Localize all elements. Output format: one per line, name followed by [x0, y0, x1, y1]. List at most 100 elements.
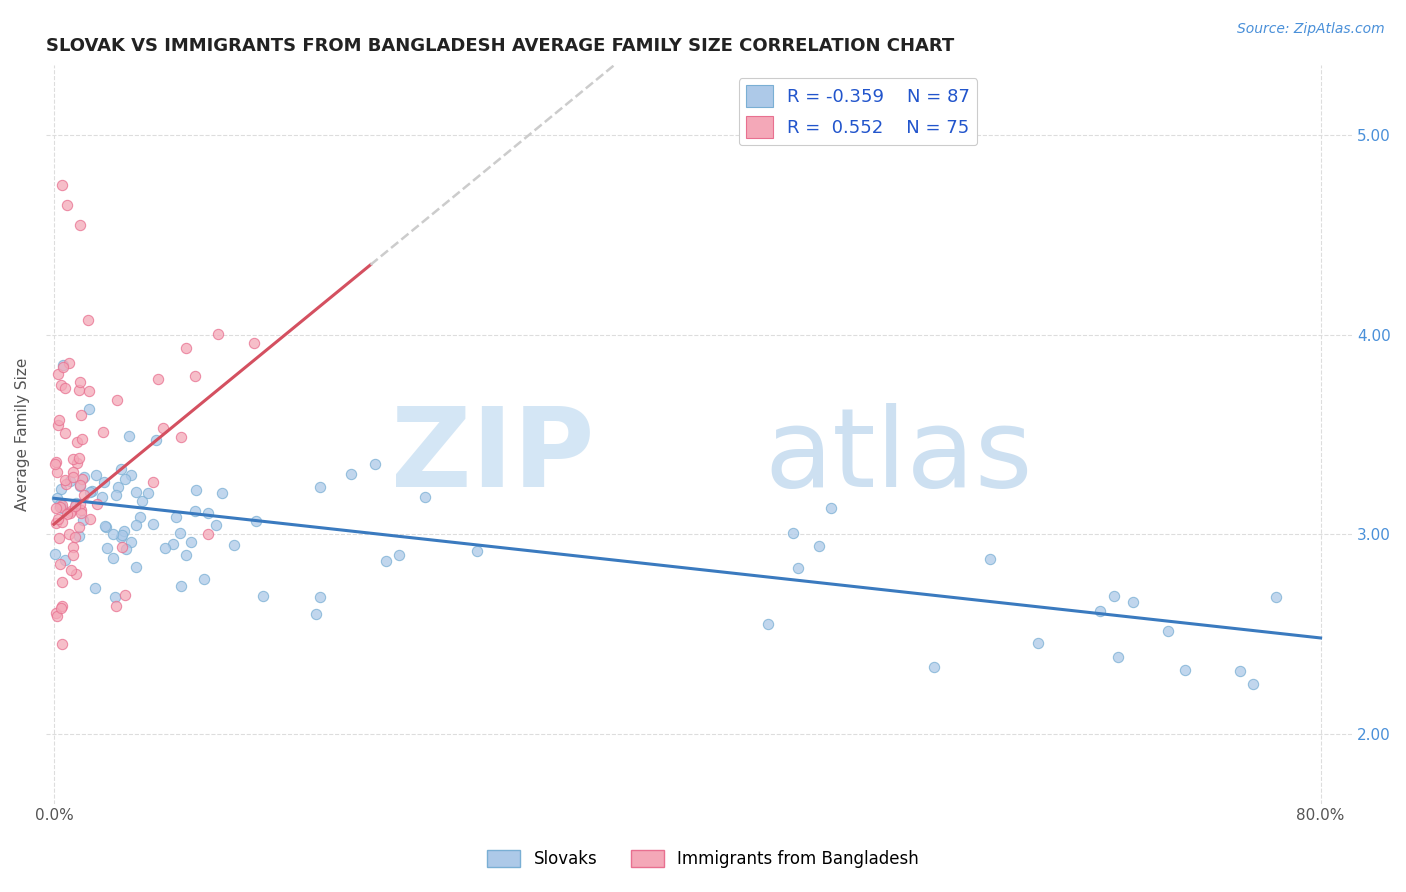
Point [107, 480, 129, 494]
Point [807, 539, 830, 553]
Point [62, 548, 84, 562]
Point [174, 341, 197, 355]
Point [51, 482, 73, 496]
Point [1107, 650, 1129, 665]
Point [118, 429, 141, 443]
Point [125, 560, 148, 574]
Point [49, 601, 72, 615]
Point [70, 502, 93, 516]
Point [197, 506, 219, 520]
Point [388, 548, 411, 562]
Point [1174, 663, 1197, 677]
Point [59, 563, 82, 577]
Point [48, 413, 70, 427]
Point [165, 509, 187, 524]
Point [169, 526, 191, 541]
Point [48, 367, 70, 381]
Point [91, 425, 114, 440]
Point [67, 451, 90, 466]
Point [45, 465, 67, 479]
Point [84, 467, 107, 482]
Point [105, 393, 128, 408]
Point [112, 524, 135, 538]
Point [79, 485, 101, 500]
Point [73, 488, 96, 502]
Point [44, 547, 66, 561]
Point [142, 516, 165, 531]
Point [93, 475, 115, 489]
Point [69, 497, 91, 511]
Point [245, 514, 267, 528]
Point [48, 418, 70, 433]
Point [67, 519, 90, 533]
Point [51, 599, 73, 613]
Point [183, 368, 205, 383]
Point [1241, 676, 1264, 690]
Point [69, 478, 91, 492]
Point [787, 561, 810, 575]
Point [142, 475, 165, 490]
Point [104, 488, 127, 502]
Point [65, 566, 87, 581]
Point [148, 371, 170, 385]
Point [62, 540, 84, 554]
Point [224, 538, 246, 552]
Point [110, 530, 132, 544]
Point [45, 606, 67, 620]
Point [415, 490, 437, 504]
Point [756, 616, 779, 631]
Point [83, 581, 105, 595]
Point [170, 430, 193, 444]
Point [70, 408, 93, 422]
Point [145, 433, 167, 447]
Point [59, 506, 82, 520]
Point [53, 553, 76, 567]
Point [197, 527, 219, 541]
Point [1102, 589, 1125, 603]
Point [110, 462, 132, 476]
Point [94, 518, 117, 533]
Point [364, 458, 387, 472]
Point [49, 558, 72, 572]
Point [72, 513, 94, 527]
Point [91, 490, 114, 504]
Point [211, 486, 233, 500]
Point [49, 377, 72, 392]
Point [51, 516, 73, 530]
Point [105, 599, 128, 613]
Point [45, 516, 67, 531]
Point [80, 484, 103, 499]
Point [1122, 595, 1144, 609]
Point [62, 465, 84, 479]
Point [252, 589, 274, 603]
Point [162, 537, 184, 551]
Point [136, 486, 159, 500]
Point [114, 588, 136, 602]
Point [979, 551, 1001, 566]
Point [51, 574, 73, 589]
Point [104, 590, 127, 604]
Point [51, 637, 73, 651]
Point [103, 527, 125, 541]
Point [66, 456, 89, 470]
Point [45, 501, 67, 516]
Point [96, 541, 118, 555]
Point [79, 512, 101, 526]
Point [59, 504, 82, 518]
Point [308, 480, 330, 494]
Text: SLOVAK VS IMMIGRANTS FROM BANGLADESH AVERAGE FAMILY SIZE CORRELATION CHART: SLOVAK VS IMMIGRANTS FROM BANGLADESH AVE… [46, 37, 955, 55]
Point [174, 548, 197, 562]
Point [820, 501, 842, 516]
Point [70, 433, 93, 447]
Point [375, 554, 398, 568]
Point [77, 401, 100, 416]
Point [55, 476, 77, 491]
Point [180, 535, 202, 549]
Point [114, 472, 136, 486]
Point [77, 384, 100, 398]
Text: ZIP: ZIP [391, 403, 595, 510]
Point [72, 470, 94, 484]
Point [45, 491, 67, 505]
Point [111, 540, 134, 554]
Point [465, 544, 488, 558]
